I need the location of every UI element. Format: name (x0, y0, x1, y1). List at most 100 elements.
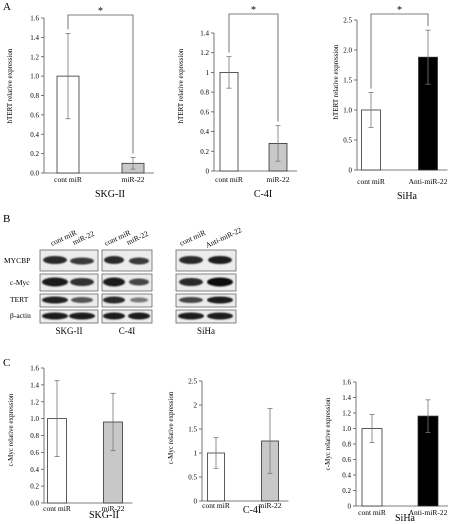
chart-c-c4i: c-Myc relative expression 0 0.5 1 1.5 2 2.5 c… (167, 378, 289, 516)
y-tick-label: 2 (194, 402, 198, 410)
y-tick-label: 1 (206, 69, 210, 77)
y-tick-label: 0 (348, 503, 352, 511)
y-tick-label: 0.5 (343, 137, 352, 145)
y-tick-label: 1.2 (30, 53, 39, 61)
x-tick-label: cont miR (43, 504, 71, 513)
y-tick-label: 0.2 (30, 483, 39, 491)
y-tick-label: 1.6 (30, 365, 39, 373)
blot-band (103, 312, 125, 320)
y-tick-label: 0.0 (30, 170, 39, 178)
chart-a-siha-cell-line: SiHa (397, 191, 418, 202)
chart-a-c4i-bars (219, 56, 288, 172)
y-tick-label: 0.6 (30, 449, 39, 457)
y-tick-label: 1.0 (30, 415, 39, 423)
y-tick-label: 1.6 (342, 379, 351, 387)
blot-band (43, 256, 67, 264)
y-tick-label: 2.0 (343, 47, 352, 55)
chart-c-skg-ii-ylabel: c-Myc relative expression (7, 393, 15, 466)
chart-c-skg-ii-xlabels: cont miR miR-22 (43, 504, 125, 513)
significance-bracket (228, 13, 279, 122)
chart-a-siha-significance: * (370, 5, 429, 89)
y-tick-label: 0.4 (30, 466, 39, 474)
chart-a-siha-bars (361, 29, 438, 171)
chart-a-c4i: hTERT relative expression 0 0.2 0.4 0.6 0.8 1… (177, 5, 297, 200)
y-tick-label: 1.6 (30, 15, 39, 23)
blot-band (179, 278, 203, 286)
y-tick-label: 0.6 (30, 111, 39, 119)
y-tick-label: 1.2 (200, 49, 209, 57)
significance-marker: * (397, 5, 402, 16)
blot-strip (39, 249, 99, 272)
chart-c-siha: c-Myc relative expression 0 0.2 0.4 0.6 0.8 1… (324, 379, 448, 524)
y-tick-label: 0.6 (342, 456, 351, 464)
y-tick-label: 1.0 (30, 73, 39, 81)
y-tick-label: 1.2 (30, 398, 39, 406)
blot-band (179, 256, 203, 264)
chart-c-c4i-ylabel: c-Myc relative expression (167, 391, 175, 464)
y-tick-label: 0 (194, 498, 198, 506)
y-tick-label: 0.5 (188, 474, 197, 482)
chart-c-siha-bars (361, 399, 439, 507)
chart-a-siha-yticks: 0 0.5 1.0 1.5 2.0 2.5 (343, 17, 448, 175)
y-tick-label: 1.4 (30, 381, 39, 389)
blot-band (42, 277, 68, 287)
x-tick-label: Anti-miR-22 (409, 177, 448, 186)
chart-a-skg-ii: hTERT relative expression 0.00.20.40.60.… (6, 6, 154, 200)
blot-band (130, 297, 148, 303)
y-tick-label: 1.2 (342, 410, 351, 418)
y-tick-label: 0.8 (30, 432, 39, 440)
blot-band (208, 256, 232, 264)
y-tick-label: 0.2 (342, 487, 351, 495)
y-tick-label: 1.0 (342, 425, 351, 433)
blot-band (129, 278, 149, 286)
chart-c-skg-ii-cell-line: SKG-II (89, 510, 119, 521)
y-tick-label: 0.0 (30, 500, 39, 508)
chart-c-siha-cell-line: SiHa (395, 513, 416, 524)
western-blot-panel: MYCBP c-Myc TERT β-actin cont miR miR-22… (4, 225, 243, 336)
chart-a-siha-xlabels: cont miR Anti-miR-22 (357, 177, 447, 186)
y-tick-label: 2.5 (343, 17, 352, 25)
blot-band (128, 312, 150, 320)
blot-row-label-mycbp: MYCBP (4, 256, 30, 265)
blot-band (103, 296, 125, 304)
x-tick-label: cont miR (202, 501, 230, 510)
chart-a-skg-ii-ylabel: hTERT relative expression (6, 48, 14, 123)
blot-lane-label: cont miR (178, 228, 207, 248)
chart-c-skg-ii-bars (47, 380, 123, 504)
chart-a-skg-ii-significance: * (67, 6, 134, 154)
chart-a-skg-ii-bars (56, 33, 145, 174)
chart-a-siha-ylabel: hTERT relative expression (332, 44, 340, 119)
blot-band (71, 297, 93, 303)
panel-c-label: C (3, 357, 10, 369)
blot-band (42, 312, 68, 320)
blot-band (129, 257, 149, 265)
chart-c-c4i-bars (207, 407, 279, 502)
x-tick-label: miR-22 (259, 501, 282, 510)
significance-marker: * (98, 6, 103, 17)
y-tick-label: 0 (349, 167, 353, 175)
blot-cell-line: SiHa (197, 326, 215, 336)
y-tick-label: 0 (206, 168, 210, 176)
y-tick-label: 0.4 (200, 128, 209, 136)
chart-c-skg-ii: c-Myc relative expression 0.0 0.2 0.4 0.6 0.… (7, 365, 133, 521)
y-tick-label: 0.8 (342, 441, 351, 449)
y-tick-label: 0.8 (30, 92, 39, 100)
panel-a-label: A (3, 1, 11, 13)
blot-band (207, 296, 233, 304)
y-tick-label: 0.8 (200, 89, 209, 97)
y-tick-label: 0.4 (342, 472, 351, 480)
blot-row-label-beta-actin: β-actin (10, 311, 31, 320)
blot-band (69, 312, 95, 320)
x-tick-label: miR-22 (122, 175, 145, 184)
x-tick-label: cont miR (215, 175, 243, 184)
chart-a-c4i-xlabels: cont miR miR-22 (215, 175, 290, 184)
y-tick-label: 2.5 (188, 378, 197, 386)
x-tick-label: cont miR (54, 175, 82, 184)
y-tick-label: 1.4 (342, 394, 351, 402)
blot-row-label-c-myc: c-Myc (10, 278, 30, 287)
x-tick-label: Anti-miR-22 (409, 508, 448, 517)
y-tick-label: 0.2 (30, 150, 39, 158)
chart-c-c4i-xlabels: cont miR miR-22 (202, 501, 282, 510)
blot-band (103, 277, 125, 287)
